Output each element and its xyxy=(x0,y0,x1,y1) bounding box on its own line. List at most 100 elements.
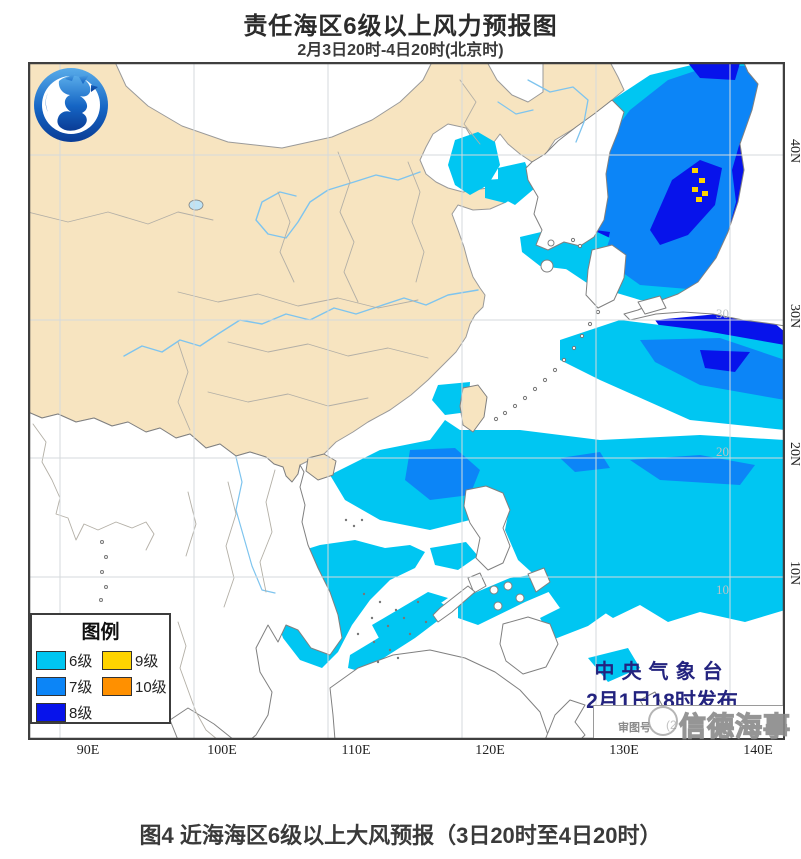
islet-dot xyxy=(493,416,499,422)
islet-dot xyxy=(493,601,503,611)
map-frame xyxy=(28,62,785,740)
islet-dot xyxy=(100,540,104,544)
admin-border xyxy=(177,291,419,309)
islet-dot xyxy=(515,593,525,603)
y-axis-label-40N: 40N xyxy=(787,139,801,164)
inner-grid-label-30: 30 xyxy=(716,306,729,321)
wind-area-8 xyxy=(698,142,750,290)
islet-dot xyxy=(532,386,538,392)
wind-area-6 xyxy=(540,592,622,640)
wind-area-9 xyxy=(702,191,708,196)
islet-dot xyxy=(360,518,364,522)
wind-area-8 xyxy=(700,350,750,372)
islet-dot xyxy=(402,616,406,620)
islet-dot xyxy=(99,598,103,602)
wind-area-8 xyxy=(688,63,740,80)
palawan xyxy=(432,585,476,623)
admin-border xyxy=(177,341,191,431)
islet-dot xyxy=(396,656,400,660)
japan-shikoku xyxy=(637,295,667,315)
islet-dot xyxy=(100,570,104,574)
islet-dot xyxy=(376,660,380,664)
yellow-river xyxy=(255,171,421,239)
y-axis-label-10N: 10N xyxy=(787,561,801,586)
wind-area-9 xyxy=(696,197,702,202)
islet-dot xyxy=(104,585,108,589)
wind-area-9 xyxy=(699,178,705,183)
page-title: 责任海区6级以上风力预报图 xyxy=(243,13,558,40)
wind-area-7 xyxy=(560,452,610,472)
islet-dot xyxy=(424,620,428,624)
korea-peninsula xyxy=(525,99,625,251)
yangtze-river xyxy=(123,289,479,357)
admin-border xyxy=(459,79,481,145)
legend-label: 6级 xyxy=(69,652,93,670)
islet-dot xyxy=(522,395,528,401)
admin-border xyxy=(277,191,295,283)
y-axis-label-30N: 30N xyxy=(787,304,801,329)
x-axis-label-130E: 130E xyxy=(609,743,639,758)
x-axis-label-90E: 90E xyxy=(76,743,100,758)
figure-caption: 图4 近海海区6级以上大风预报（3日20时至4日20时） xyxy=(139,823,662,848)
legend-label: 7级 xyxy=(69,678,93,696)
legend-item-7级: 7级 xyxy=(36,673,102,699)
islet-dot xyxy=(394,608,398,612)
legend-item-8级: 8级 xyxy=(36,699,102,725)
wind-area-9 xyxy=(692,168,698,173)
wind-area-6 xyxy=(348,602,452,672)
songhua-river xyxy=(497,101,534,115)
page-subtitle: 2月3日20时-4日20时(北京时) xyxy=(297,42,504,59)
watermark-logo-icon xyxy=(648,706,678,736)
admin-border xyxy=(223,481,237,608)
legend-box: 图例 6级 7级 8级 9级 10级 xyxy=(30,613,171,724)
admin-border xyxy=(337,151,359,303)
islet-dot xyxy=(503,581,513,591)
islet-dot xyxy=(372,640,376,644)
wind-area-6 xyxy=(448,132,500,195)
mindoro xyxy=(467,572,487,594)
luzon xyxy=(463,485,511,571)
inner-grid-label-20: 20 xyxy=(716,444,729,459)
islet-dot xyxy=(356,632,360,636)
legend-swatch xyxy=(102,650,132,670)
legend-swatch xyxy=(36,650,66,670)
mindanao xyxy=(499,616,559,675)
legend-title: 图例 xyxy=(81,622,120,643)
publisher-name: 中央气象台 xyxy=(594,661,730,683)
wind-area-7 xyxy=(405,448,480,500)
islet-dot xyxy=(587,321,593,327)
mekong-river xyxy=(235,456,276,594)
wind-area-6 xyxy=(588,648,640,682)
taiwan-island xyxy=(459,384,488,433)
legend-item-6级: 6级 xyxy=(36,647,102,673)
islet-dot xyxy=(104,555,108,559)
russia-border xyxy=(486,62,544,103)
islet-dot xyxy=(352,524,356,528)
islet-dot xyxy=(512,403,518,409)
islet-dot xyxy=(595,309,601,315)
x-axis-label-100E: 100E xyxy=(207,743,237,758)
map-approval-corner-box: 审图号 (2 xyxy=(593,705,783,738)
wind-area-6 xyxy=(430,542,478,570)
islet-dot xyxy=(386,624,390,628)
watermark-text: 信德海事 xyxy=(678,711,791,742)
islet-dot xyxy=(489,585,499,595)
wind-area-6 xyxy=(485,178,525,203)
islet-dot xyxy=(570,237,576,243)
x-axis-label-110E: 110E xyxy=(341,743,371,758)
admin-border xyxy=(177,621,219,740)
admin-border xyxy=(207,391,369,407)
legend-grid: 6级 7级 8级 9级 10级 xyxy=(36,647,169,725)
x-axis-label-120E: 120E xyxy=(475,743,505,758)
legend-swatch xyxy=(36,676,66,696)
wind-area-9 xyxy=(692,187,698,192)
islet-dot xyxy=(388,648,392,652)
map-approval-note: 审图号 xyxy=(618,722,651,734)
samar xyxy=(527,567,551,593)
islet-dot xyxy=(378,600,382,604)
admin-border xyxy=(259,469,276,593)
islet-dot xyxy=(571,345,577,351)
islet-dot xyxy=(561,357,567,363)
islet-dot xyxy=(502,410,508,416)
